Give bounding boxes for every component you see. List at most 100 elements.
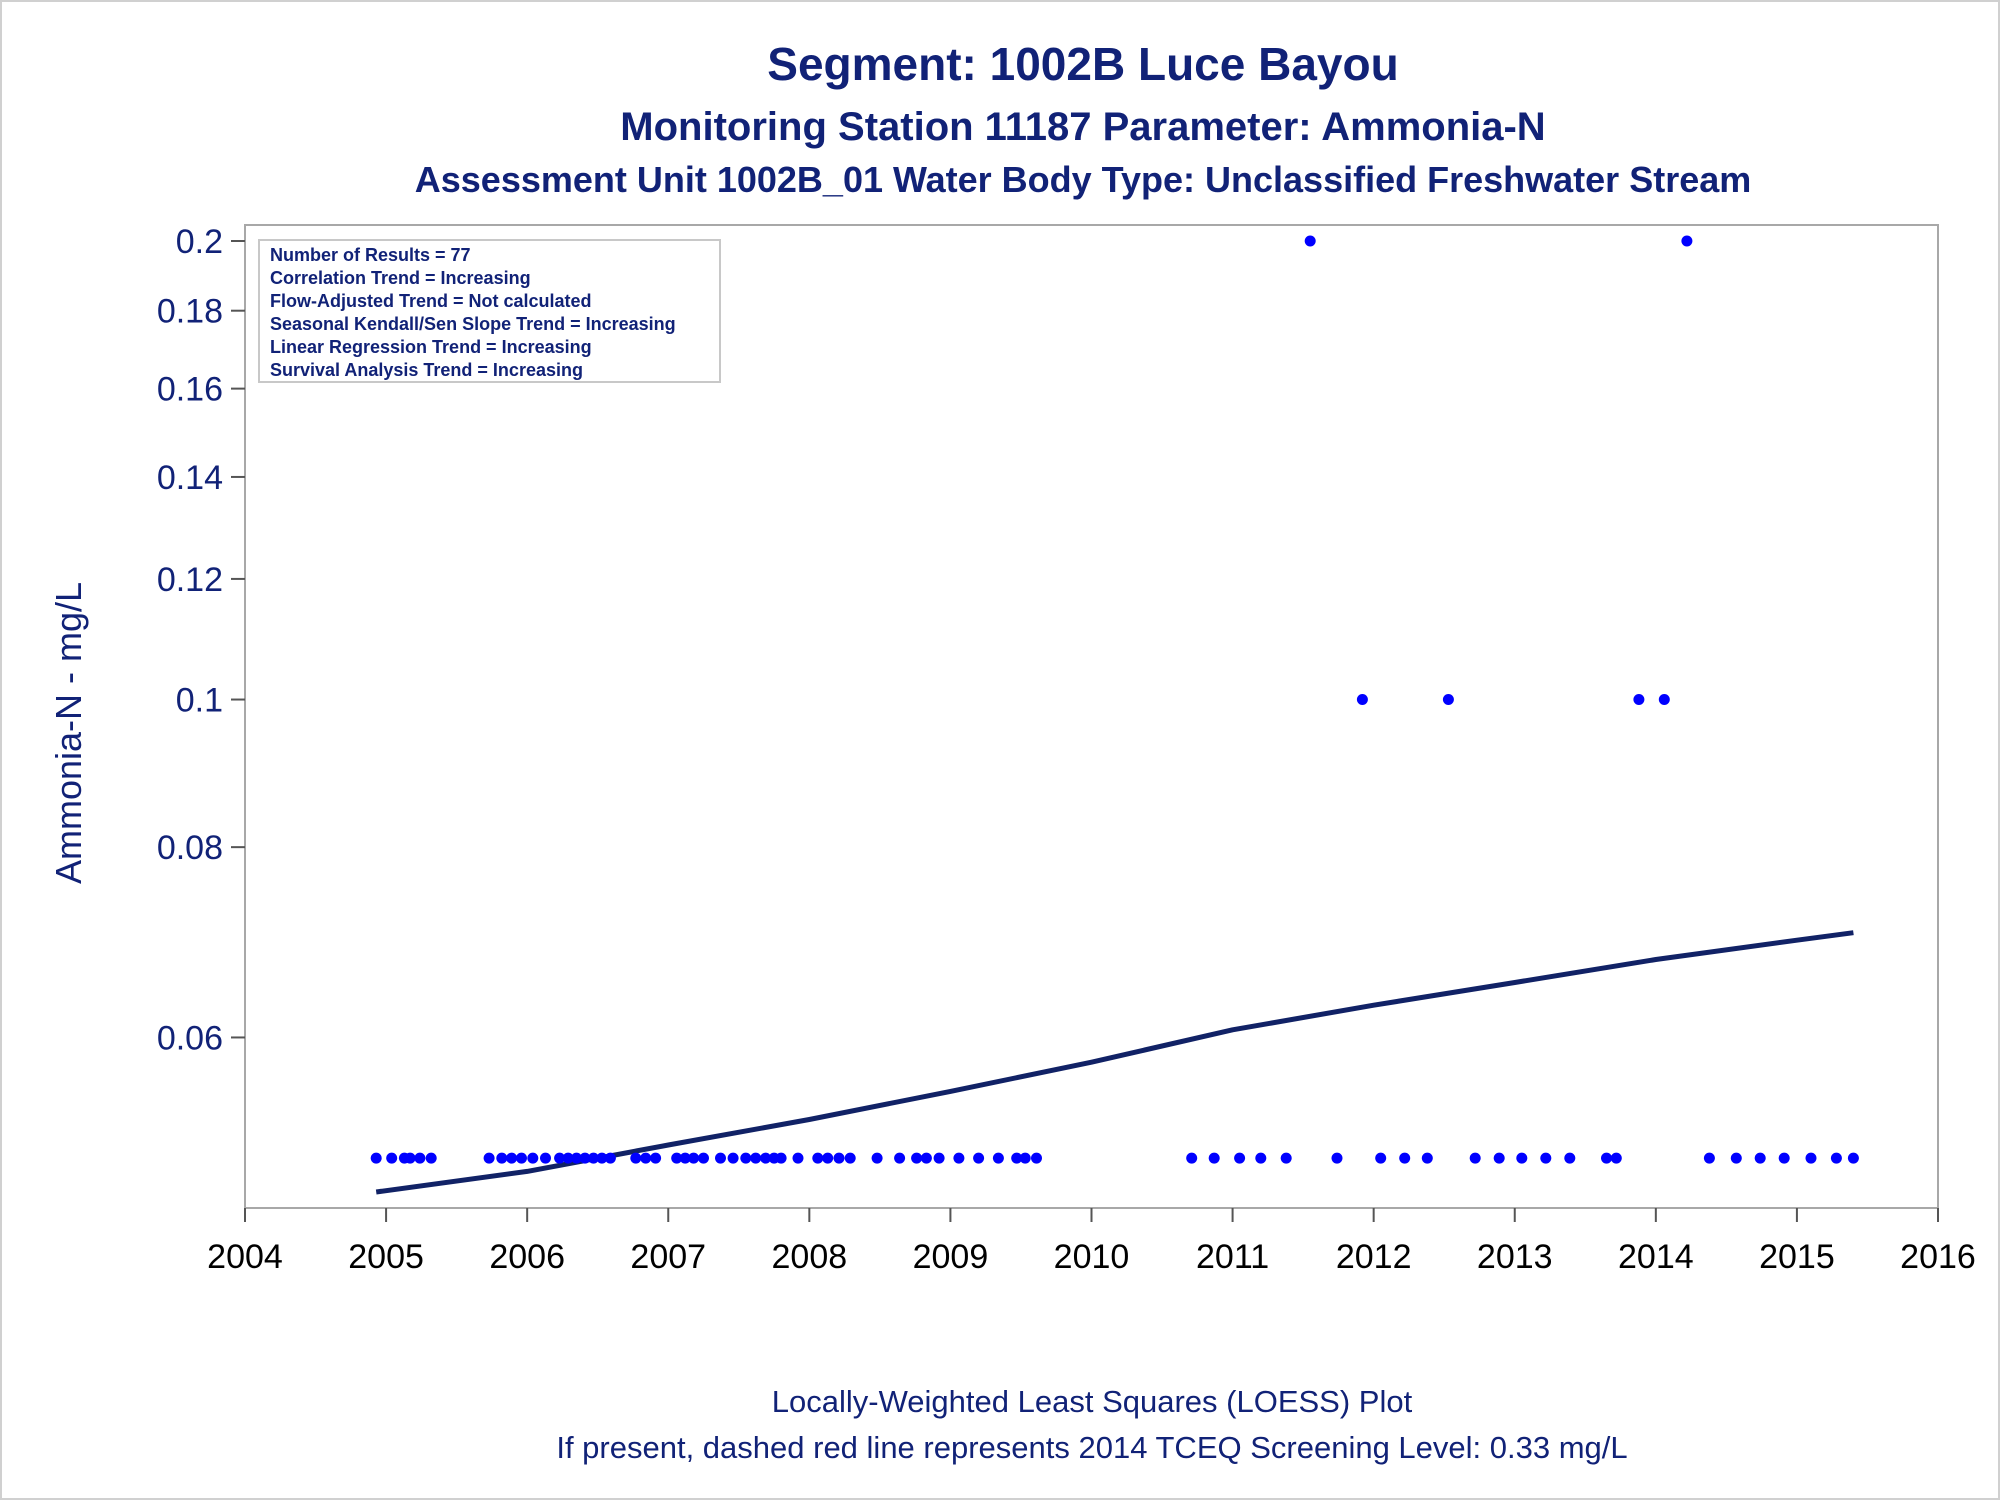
- loess-trend-line: [375, 930, 1854, 1195]
- data-point: [1703, 1152, 1715, 1164]
- y-tick-label: 0.16: [157, 371, 223, 409]
- data-point: [822, 1152, 834, 1164]
- data-point: [740, 1152, 752, 1164]
- data-point: [650, 1152, 662, 1164]
- data-point: [760, 1152, 772, 1164]
- data-point: [894, 1152, 906, 1164]
- data-point: [1208, 1152, 1220, 1164]
- data-point: [414, 1152, 426, 1164]
- data-point: [1186, 1152, 1198, 1164]
- data-point: [554, 1152, 566, 1164]
- data-point: [671, 1152, 683, 1164]
- data-point: [833, 1152, 845, 1164]
- y-tick-label: 0.08: [157, 829, 223, 867]
- chart-title: Segment: 1002B Luce Bayou: [767, 38, 1398, 90]
- x-tick-label: 2010: [1054, 1238, 1130, 1276]
- data-point: [1564, 1152, 1576, 1164]
- y-tick-label: 0.14: [157, 459, 223, 497]
- data-point: [496, 1152, 508, 1164]
- inset-box: [258, 239, 721, 383]
- footnote-loess: Locally-Weighted Least Squares (LOESS) P…: [772, 1384, 1413, 1419]
- y-tick-label: 0.12: [157, 561, 223, 599]
- data-point: [527, 1152, 539, 1164]
- y-tick-label: 0.18: [157, 293, 223, 331]
- y-tick-label: 0.1: [176, 682, 223, 720]
- data-point: [812, 1152, 824, 1164]
- data-point: [698, 1152, 709, 1164]
- data-point: [727, 1152, 739, 1164]
- data-point: [540, 1152, 551, 1164]
- data-point: [679, 1152, 691, 1164]
- data-point: [792, 1152, 804, 1164]
- x-tick-label: 2006: [489, 1238, 565, 1276]
- data-point: [640, 1152, 652, 1164]
- inset-line-seasonal-kendall: Seasonal Kendall/Sen Slope Trend = Incre…: [270, 314, 676, 334]
- data-point: [1442, 694, 1454, 705]
- inset-line-results: Number of Results = 77: [270, 245, 471, 265]
- data-point: [1304, 235, 1316, 247]
- data-point: [953, 1152, 965, 1164]
- data-point: [1493, 1152, 1505, 1164]
- x-tick-label: 2007: [630, 1238, 706, 1276]
- data-point: [688, 1152, 700, 1164]
- data-point: [386, 1152, 398, 1164]
- data-point: [1234, 1152, 1246, 1164]
- inset-line-correlation: Correlation Trend = Increasing: [270, 268, 531, 288]
- data-point: [370, 1152, 382, 1164]
- data-point: [1019, 1152, 1031, 1164]
- inset-line-survival-analysis: Survival Analysis Trend = Increasing: [270, 360, 583, 380]
- y-tick-label: 0.06: [157, 1019, 223, 1057]
- data-point: [604, 1152, 616, 1164]
- data-point: [483, 1152, 495, 1164]
- data-points-layer: [370, 235, 1859, 1164]
- trend-summary-inset: Number of Results = 77 Correlation Trend…: [258, 239, 721, 383]
- data-point: [715, 1152, 726, 1164]
- data-point: [1255, 1152, 1267, 1164]
- data-point: [1658, 694, 1670, 705]
- data-point: [973, 1152, 985, 1164]
- data-point: [871, 1152, 883, 1164]
- y-axis: 0.06 0.08 0.1 0.12 0.14 0.16 0.18 0.2: [157, 223, 245, 1057]
- x-tick-label: 2013: [1477, 1238, 1553, 1276]
- data-point: [571, 1152, 582, 1164]
- data-point: [1375, 1152, 1387, 1164]
- x-tick-label: 2014: [1618, 1238, 1694, 1276]
- data-point: [404, 1152, 416, 1164]
- chart-subtitle: Monitoring Station 11187 Parameter: Ammo…: [620, 105, 1545, 149]
- chart-subtitle-2: Assessment Unit 1002B_01 Water Body Type…: [415, 159, 1752, 200]
- data-point: [1754, 1152, 1766, 1164]
- data-point: [1356, 694, 1368, 705]
- data-point: [1469, 1152, 1481, 1164]
- data-point: [992, 1152, 1004, 1164]
- x-tick-label: 2005: [348, 1238, 424, 1276]
- data-point: [1280, 1152, 1292, 1164]
- data-point: [933, 1152, 945, 1164]
- data-point: [1540, 1152, 1552, 1164]
- data-point: [630, 1152, 642, 1164]
- data-point: [1778, 1152, 1790, 1164]
- data-point: [506, 1152, 518, 1164]
- x-tick-label: 2012: [1336, 1238, 1412, 1276]
- data-point: [775, 1152, 787, 1164]
- data-point: [1830, 1152, 1842, 1164]
- x-tick-label: 2011: [1196, 1238, 1269, 1276]
- data-point: [750, 1152, 762, 1164]
- footnote-screening-level: If present, dashed red line represents 2…: [556, 1430, 1627, 1465]
- data-point: [1681, 235, 1693, 247]
- inset-line-flow-adjusted: Flow-Adjusted Trend = Not calculated: [270, 291, 592, 311]
- data-point: [844, 1152, 856, 1164]
- x-tick-label: 2008: [772, 1238, 848, 1276]
- data-point: [1847, 1152, 1859, 1164]
- y-axis-title: Ammonia-N - mg/L: [48, 582, 89, 884]
- data-point: [579, 1152, 591, 1164]
- data-point: [1805, 1152, 1817, 1164]
- data-point: [1399, 1152, 1411, 1164]
- data-point: [516, 1152, 527, 1164]
- data-point: [1516, 1152, 1528, 1164]
- data-point: [1011, 1152, 1023, 1164]
- data-point: [425, 1152, 437, 1164]
- x-tick-label: 2004: [207, 1238, 283, 1276]
- inset-line-linear-regression: Linear Regression Trend = Increasing: [270, 337, 592, 357]
